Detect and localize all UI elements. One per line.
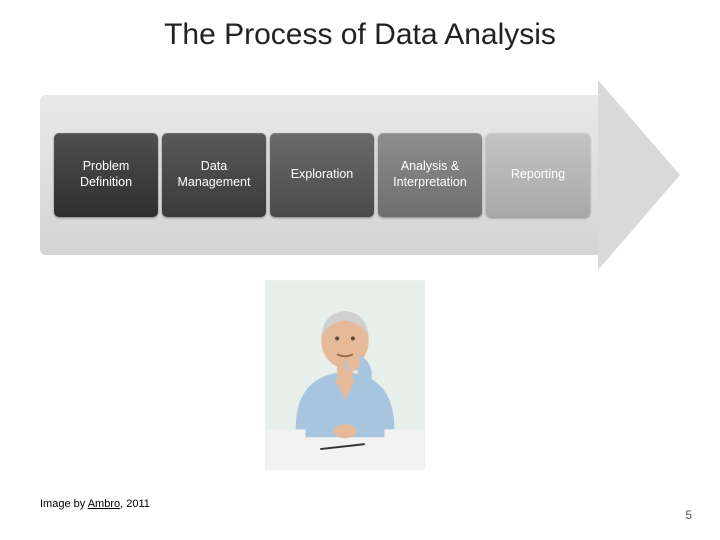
credit-suffix: , 2011 xyxy=(120,498,150,510)
illustrative-photo xyxy=(265,280,425,470)
stage-exploration: Exploration xyxy=(270,133,374,217)
image-credit: Image by Ambro, 2011 xyxy=(40,498,150,510)
page-title: The Process of Data Analysis xyxy=(0,18,720,52)
arrow-head-icon xyxy=(598,80,680,270)
page-number: 5 xyxy=(685,508,692,522)
credit-name: Ambro xyxy=(88,498,120,510)
stage-data-management: Data Management xyxy=(162,133,266,217)
stage-problem-definition: Problem Definition xyxy=(54,133,158,217)
stage-analysis-interpretation: Analysis & Interpretation xyxy=(378,133,482,217)
stage-reporting: Reporting xyxy=(486,133,590,217)
person-icon xyxy=(266,281,424,469)
stage-row: Problem Definition Data Management Explo… xyxy=(54,133,590,217)
credit-prefix: Image by xyxy=(40,498,88,510)
process-arrow: Problem Definition Data Management Explo… xyxy=(40,95,680,255)
